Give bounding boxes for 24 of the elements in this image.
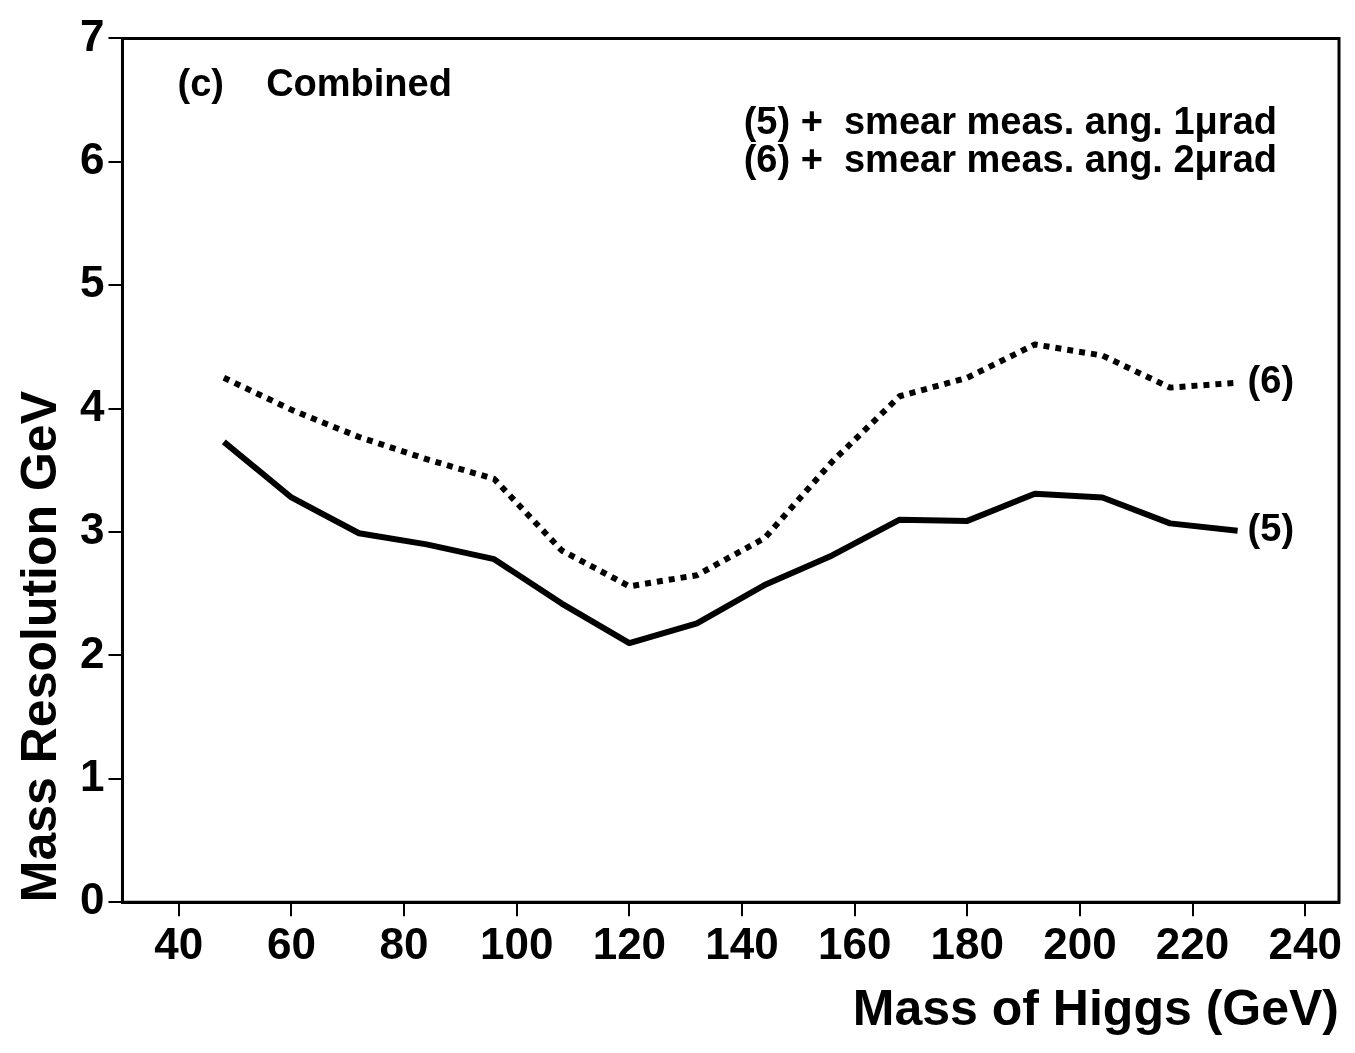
x-tick-label: 80: [379, 918, 429, 968]
x-tick-label: 140: [705, 918, 779, 968]
x-tick-label: 220: [1155, 918, 1230, 968]
y-tick-label: 3: [79, 504, 105, 554]
x-tick-label: 160: [817, 918, 892, 968]
y-tick-label: 6: [79, 133, 105, 183]
x-tick-label: 240: [1268, 918, 1342, 968]
y-tick-label: 1: [79, 750, 105, 800]
x-tick-label: 120: [592, 918, 667, 968]
y-tick-label: 2: [79, 627, 105, 677]
series-label: (6): [1247, 359, 1295, 402]
x-tick-label: 40: [154, 918, 204, 968]
annotation: (c) Combined: [177, 62, 452, 105]
x-tick-label: 200: [1043, 918, 1117, 968]
x-axis-title: Mass of Higgs (GeV): [852, 979, 1339, 1036]
y-axis-title: Mass Resolution GeV: [10, 390, 67, 903]
y-tick-label: 5: [79, 257, 105, 307]
y-tick-label: 7: [79, 10, 105, 60]
y-tick-label: 4: [79, 380, 105, 430]
series-label: (5): [1247, 507, 1295, 550]
y-tick-label: 0: [79, 874, 105, 924]
x-tick-label: 100: [480, 918, 554, 968]
x-tick-label: 60: [266, 918, 316, 968]
x-tick-label: 180: [930, 918, 1004, 968]
